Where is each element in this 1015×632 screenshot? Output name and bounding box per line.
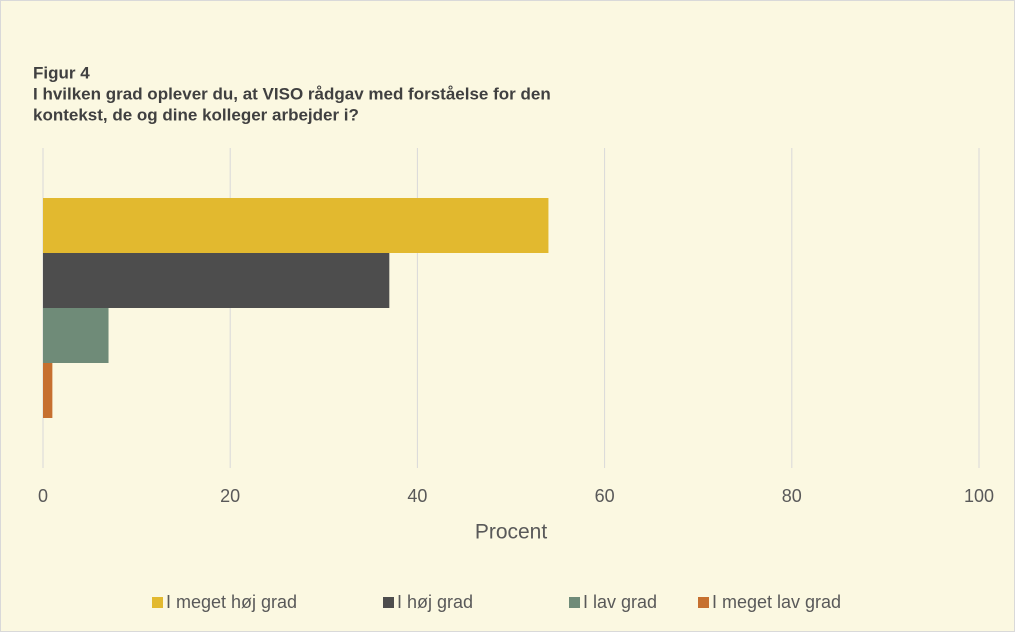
x-tick-label: 0 xyxy=(38,486,48,506)
bar xyxy=(43,363,53,418)
legend-swatch xyxy=(569,597,580,608)
legend-swatch xyxy=(698,597,709,608)
x-tick-label: 20 xyxy=(220,486,240,506)
legend-label: I høj grad xyxy=(397,592,473,612)
x-tick-label: 60 xyxy=(595,486,615,506)
x-tick-label: 40 xyxy=(407,486,427,506)
x-axis-label: Procent xyxy=(475,521,548,544)
chart-subtitle: kontekst, de og dine kolleger arbejder i… xyxy=(33,105,359,124)
bar xyxy=(43,308,109,363)
legend-label: I meget høj grad xyxy=(166,592,297,612)
legend-label: I meget lav grad xyxy=(712,592,841,612)
chart-subtitle: I hvilken grad oplever du, at VISO rådga… xyxy=(33,84,551,103)
legend-swatch xyxy=(152,597,163,608)
x-tick-label: 100 xyxy=(964,486,994,506)
chart-title: Figur 4 xyxy=(33,63,90,82)
bar xyxy=(43,253,390,308)
x-tick-label: 80 xyxy=(782,486,802,506)
legend-swatch xyxy=(383,597,394,608)
bar xyxy=(43,198,549,253)
legend-label: I lav grad xyxy=(583,592,657,612)
